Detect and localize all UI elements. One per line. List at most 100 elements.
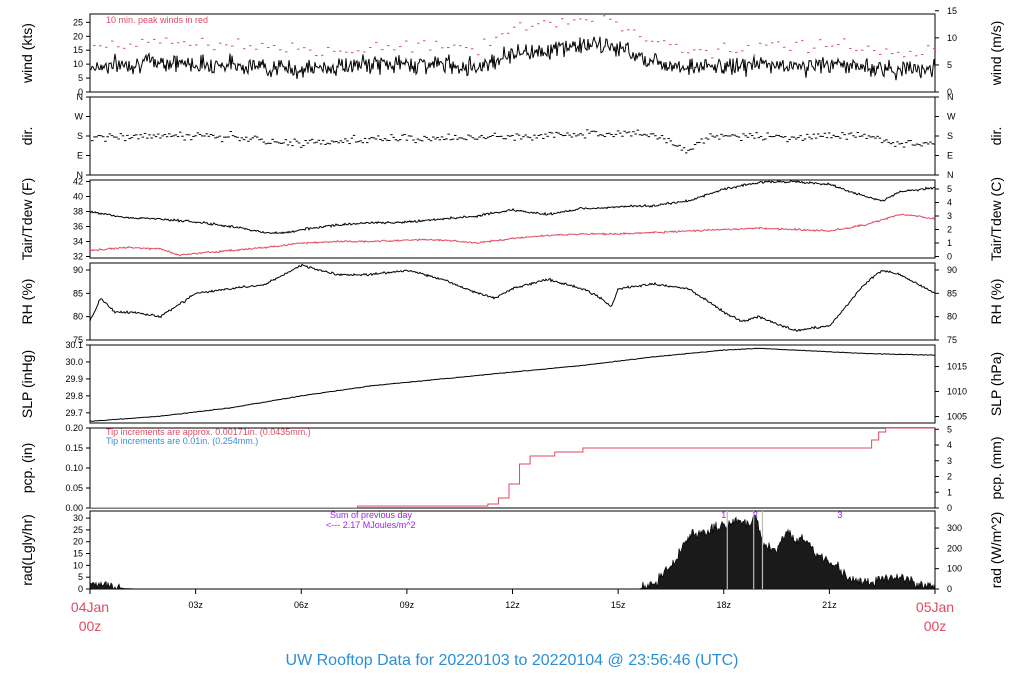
right-tick-label-wind: 0 [947, 87, 952, 97]
left-tick-label-wind: 10 [73, 59, 83, 69]
left-axis-label-wind: wind (kts) [19, 23, 35, 84]
left-tick-label-temp: 32 [73, 252, 83, 262]
annotation-rad-3: 2 [753, 510, 758, 520]
left-tick-label-dir: N [77, 92, 84, 102]
right-tick-label-pcp: 3 [947, 456, 952, 466]
left-tick-label-slp: 29.9 [65, 374, 83, 384]
left-tick-label-pcp: 0.15 [65, 443, 83, 453]
annotation-rad-4: 3 [837, 510, 842, 520]
series-pcp-0 [90, 428, 935, 508]
left-tick-label-dir: S [77, 131, 83, 141]
right-tick-label-temp: 2 [947, 225, 952, 235]
chart-title: UW Rooftop Data for 20220103 to 20220104… [286, 652, 739, 669]
panel-frame-dir [89, 96, 936, 176]
left-tick-label-slp: 29.8 [65, 391, 83, 401]
panel-frame-rh [89, 262, 936, 341]
left-tick-label-temp: 34 [73, 237, 83, 247]
left-axis-label-rh: RH (%) [19, 279, 35, 325]
x-tick-label: 06z [294, 600, 309, 610]
right-tick-label-slp: 1005 [947, 412, 967, 422]
left-tick-label-temp: 38 [73, 207, 83, 217]
right-tick-label-wind: 10 [947, 33, 957, 43]
panel-frame-slp [89, 344, 936, 424]
x-tick-label: 21z [822, 600, 837, 610]
series-wind-0 [90, 36, 935, 81]
panel-rh: 75 80 85 90 75 80 85 90 RH (%) RH (%) [19, 262, 1004, 345]
left-tick-label-pcp: 0.00 [65, 503, 83, 513]
right-axis-label-temp: Tair/Tdew (C) [988, 177, 1004, 261]
right-tick-label-slp: 1010 [947, 386, 967, 396]
left-tick-label-rad: 5 [78, 572, 83, 582]
right-tick-label-pcp: 1 [947, 487, 952, 497]
series-group-pcp [90, 428, 935, 508]
left-tick-label-rad: 30 [73, 513, 83, 523]
panel-wind: 0 5 10 15 20 25 0 5 10 15 wind (kts) wind (m/s) 10 m… [19, 6, 1004, 97]
series-group-rh [90, 263, 935, 332]
left-tick-label-temp: 40 [73, 192, 83, 202]
right-tick-label-temp: 1 [947, 238, 952, 248]
right-tick-label-rad: 0 [947, 584, 952, 594]
panel-slp: 29.7 29.8 29.9 30.0 30.1 1005 1010 1015 SLP (inH… [19, 340, 1004, 424]
left-tick-label-pcp: 0.20 [65, 423, 83, 433]
left-tick-label-rad: 25 [73, 525, 83, 535]
right-tick-label-wind: 5 [947, 60, 952, 70]
right-tick-label-rh: 90 [947, 265, 957, 275]
x-tick-label: 18z [716, 600, 731, 610]
left-axis-label-slp: SLP (inHg) [19, 350, 35, 418]
left-tick-label-slp: 29.7 [65, 408, 83, 418]
panel-pcp: 0.00 0.05 0.10 0.15 0.20 0 1 2 3 4 5 pcp. (in) pcp. … [19, 423, 1004, 513]
right-tick-label-dir: E [947, 151, 953, 161]
right-tick-label-pcp: 4 [947, 440, 952, 450]
left-tick-label-temp: 42 [73, 177, 83, 187]
right-tick-label-dir: S [947, 131, 953, 141]
x-tick-label-date: 04Jan [71, 599, 109, 615]
annotation-rad-0: Sum of previous day [330, 510, 413, 520]
right-axis-label-rad: rad (W/m^2) [988, 512, 1004, 589]
left-axis-label-pcp: pcp. (in) [19, 443, 35, 494]
right-tick-label-rh: 75 [947, 335, 957, 345]
x-tick-label-hour: 00z [79, 618, 102, 634]
left-tick-label-rad: 20 [73, 537, 83, 547]
right-tick-label-dir: N [947, 170, 954, 180]
series-temp-1 [90, 213, 935, 257]
left-tick-label-wind: 0 [78, 87, 83, 97]
right-tick-label-wind: 15 [947, 6, 957, 16]
left-tick-label-pcp: 0.05 [65, 483, 83, 493]
right-tick-label-temp: 3 [947, 211, 952, 221]
series-group-slp [90, 347, 935, 422]
left-tick-label-slp: 30.0 [65, 357, 83, 367]
annotation-wind-0: 10 min. peak winds in red [106, 15, 208, 25]
x-tick-label: 15z [611, 600, 626, 610]
series-group-dir [91, 129, 935, 154]
left-tick-label-rh: 80 [73, 312, 83, 322]
left-tick-label-wind: 15 [73, 45, 83, 55]
left-tick-label-wind: 20 [73, 31, 83, 41]
right-axis-label-slp: SLP (hPa) [988, 352, 1004, 416]
left-tick-label-rh: 90 [73, 265, 83, 275]
left-tick-label-dir: N [77, 170, 84, 180]
right-tick-label-slp: 1015 [947, 362, 967, 372]
annotation-pcp-0: Tip increments are approx. 0.00171in. (0… [106, 427, 311, 437]
left-tick-label-dir: E [77, 151, 83, 161]
left-axis-label-rad: rad(Lgly/hr) [19, 514, 35, 586]
left-axis-label-dir: dir. [19, 127, 35, 146]
right-tick-label-rad: 200 [947, 543, 962, 553]
series-temp-0 [90, 180, 935, 235]
panel-frame-temp [89, 179, 936, 259]
left-axis-label-temp: Tair/Tdew (F) [19, 178, 35, 260]
panel-frame-wind [89, 13, 936, 93]
series-group-rad [90, 511, 935, 589]
series-slp-0 [90, 347, 935, 422]
x-tick-label: 09z [400, 600, 415, 610]
x-tick-label: 03z [188, 600, 203, 610]
series-group-wind [90, 14, 935, 81]
right-tick-label-pcp: 2 [947, 472, 952, 482]
left-tick-label-rh: 75 [73, 335, 83, 345]
left-tick-label-slp: 30.1 [65, 340, 83, 350]
annotation-rad-1: <--- 2.17 MJoules/m^2 [326, 520, 416, 530]
right-tick-label-rad: 300 [947, 523, 962, 533]
